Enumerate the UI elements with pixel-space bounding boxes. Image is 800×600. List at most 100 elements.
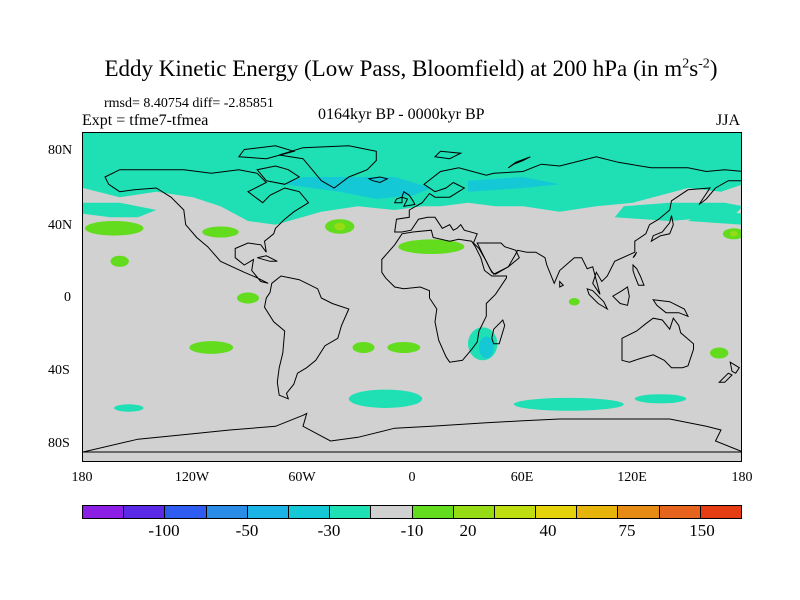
colorbar-label-minus-30: -30 <box>317 521 341 540</box>
north-atlantic-core <box>284 177 432 199</box>
scandinavia-core <box>468 177 560 192</box>
arctic-negative-band <box>83 133 741 225</box>
map-panel <box>82 132 742 462</box>
coastline-ellesmere <box>237 145 296 160</box>
coastline-sri-lanka <box>559 280 565 288</box>
title-end-text: ) <box>709 56 718 81</box>
coastline-cuba <box>257 255 278 262</box>
colorbar-label-minus-50: -50 <box>235 521 259 540</box>
coastline-australia <box>621 317 694 369</box>
madagascar-negative-core <box>479 336 494 359</box>
lon-label-180w: 180 <box>71 470 93 485</box>
tasman-positive <box>710 347 729 359</box>
south-atlantic-positive-west <box>352 342 375 353</box>
lat-label-40s: 40S <box>48 363 70 378</box>
colorbar-swatch-14 <box>659 506 701 518</box>
lon-label-60e: 60E <box>510 470 534 485</box>
coastline-taiwan <box>632 251 638 259</box>
southern-pacific-negative <box>114 404 144 412</box>
coastline-novaya-zemlya <box>508 156 531 169</box>
colorbar-swatch-12 <box>577 506 619 518</box>
lat-label-80n: 80N <box>48 143 73 158</box>
east-pacific-negative <box>83 202 157 218</box>
southern-ocean-negative <box>634 394 687 404</box>
colorbar-label-minus-100: -100 <box>148 521 180 540</box>
colorbar-label-150: 150 <box>689 521 715 540</box>
south-pacific-positive <box>189 341 234 354</box>
colorbar-label-20: 20 <box>459 521 477 540</box>
equatorial-pacific-positive <box>237 292 259 304</box>
title-superscript-2: -2 <box>698 56 710 72</box>
colorbar-swatch-8 <box>412 506 454 518</box>
anomaly-fields <box>83 133 741 412</box>
colorbar-swatch-13 <box>618 506 660 518</box>
coastline-greenland <box>279 145 377 189</box>
indian-ocean-positive <box>568 298 580 306</box>
coastline-new-guinea <box>652 299 690 318</box>
colorbar-swatch-10 <box>494 506 537 518</box>
coastline-madagascar <box>491 319 506 345</box>
experiment-label: Expt = tfme7-tfmea <box>82 112 209 129</box>
lat-label-40n: 40N <box>48 218 73 233</box>
dateline-negative <box>688 210 741 225</box>
coastline-arabia <box>476 242 520 275</box>
coastline-africa <box>381 229 507 363</box>
lon-label-0: 0 <box>408 470 416 485</box>
coastline-new-zealand-north <box>729 361 741 374</box>
coastline-svalbard <box>433 150 463 160</box>
title-main-text: Eddy Kinetic Energy (Low Pass, Bloomfiel… <box>104 56 683 81</box>
coastlines <box>83 145 741 453</box>
lat-label-0: 0 <box>64 290 71 305</box>
coastline-sumatra <box>586 287 609 311</box>
period-label: 0164kyr BP - 0000kyr BP <box>318 106 485 123</box>
title-mid-text: s <box>689 56 699 81</box>
chart-title: Eddy Kinetic Energy (Low Pass, Bloomfiel… <box>0 56 800 82</box>
colorbar-swatch-9 <box>453 506 495 518</box>
colorbar-swatch-0 <box>83 506 125 518</box>
coastline-antarctica <box>83 412 741 453</box>
lon-label-120e: 120E <box>617 470 647 485</box>
colorbar-label-75: 75 <box>618 521 636 540</box>
colorbar-swatch-7 <box>371 506 413 518</box>
coastline-baffin <box>256 165 301 185</box>
sahara-positive <box>398 239 465 254</box>
coastline-north-america <box>104 169 310 284</box>
lon-label-120w: 120W <box>174 470 210 485</box>
coastline-japan <box>650 215 674 243</box>
coastline-new-zealand-south <box>717 372 733 383</box>
season-label: JJA <box>716 112 741 129</box>
colorbar-swatch-11 <box>536 506 578 518</box>
colorbar-swatch-2 <box>165 506 207 518</box>
colorbar-swatch-4 <box>247 506 289 518</box>
colorbar-swatch-3 <box>206 506 248 518</box>
colorbar <box>82 505 742 519</box>
coastline-borneo <box>611 286 630 306</box>
coastline-british-isles <box>401 190 416 207</box>
stats-text: rmsd= 8.40754 diff= -2.85851 <box>104 96 274 111</box>
coastline-eurasia <box>394 156 741 295</box>
coastline-south-america <box>263 275 350 400</box>
lon-label-60w: 60W <box>288 470 316 485</box>
west-pacific-positive-core <box>730 231 738 237</box>
colorbar-swatch-6 <box>330 506 372 518</box>
coastline-ireland <box>393 196 403 204</box>
colorbar-swatch-1 <box>124 506 166 518</box>
hawaii-positive <box>110 255 129 267</box>
title-superscript-1: 2 <box>682 56 690 72</box>
mid-atlantic-positive-core <box>334 222 346 231</box>
colorbar-swatch-15 <box>700 506 741 518</box>
north-america-positive <box>202 226 239 238</box>
coastline-iceland <box>367 176 389 184</box>
map-svg <box>83 133 741 461</box>
south-atlantic-positive-east <box>387 342 421 353</box>
colorbar-label-40: 40 <box>539 521 557 540</box>
colorbar-label-minus-10: -10 <box>400 521 424 540</box>
lat-label-80s: 80S <box>48 436 70 451</box>
southern-indian-negative <box>513 397 624 411</box>
subtropical-pacific-positive <box>84 221 144 236</box>
coastline-philippines <box>632 263 645 286</box>
lon-label-180e: 180 <box>731 470 753 485</box>
colorbar-swatch-5 <box>288 506 331 518</box>
south-atlantic-negative <box>348 389 423 408</box>
